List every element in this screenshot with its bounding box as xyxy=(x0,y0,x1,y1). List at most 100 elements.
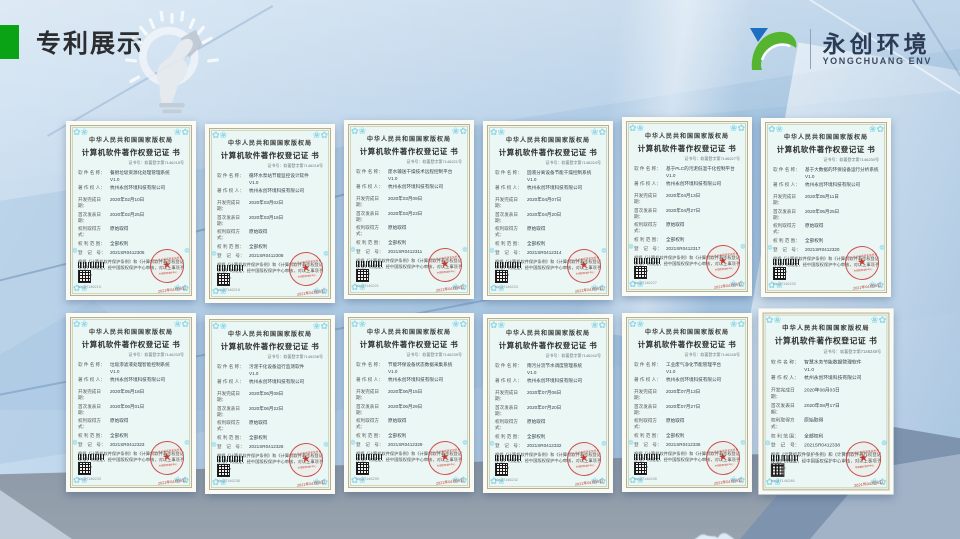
field-label: 著 作 权 人： xyxy=(634,180,661,186)
cert-row-top: ✿❀ ❀✿ ✿❀ ❀✿ ❁ ❁ 中华人民共和国国家版权局 计算机软件著作权登记证… xyxy=(66,117,894,303)
flourish-icon: ✿❀ xyxy=(73,283,89,293)
field-label: 开发完成日期： xyxy=(78,197,101,209)
field-label: 著 作 权 人： xyxy=(78,184,105,190)
code-block: No.07146236 xyxy=(217,456,243,483)
seal-date: 2021年04月26日 xyxy=(435,285,465,293)
field-label: 软 件 名 称： xyxy=(78,362,105,367)
registration-number: 2021SR0412332 xyxy=(527,442,562,448)
copyright-holder: 杭州永创环境科技有限公司 xyxy=(527,377,583,383)
publish-date: 2020年04月20日 xyxy=(527,211,562,217)
field-label: 开发完成日期： xyxy=(495,197,518,209)
qr-code xyxy=(356,269,369,282)
serial-number: No.07146236 xyxy=(217,479,240,483)
field-label: 登 记 号： xyxy=(495,249,523,255)
certificate-sheet: ✿❀ ❀✿ ✿❀ ❀✿ ❁ ❁ 中华人民共和国国家版权局 计算机软件著作权登记证… xyxy=(70,317,192,488)
cert-agency: 中华人民共和国国家版权局 xyxy=(783,135,868,141)
official-seal: 中华人民共和国国家版权局 ★ 中国版权保护中心 xyxy=(844,439,883,479)
official-seal: 中华人民共和国国家版权局 ★ 中国版权保护中心 xyxy=(565,247,603,285)
certificate-card[interactable]: ✿❀ ❀✿ ✿❀ ❀✿ ❁ ❁ 中华人民共和国国家版权局 计算机软件著作权登记证… xyxy=(761,118,891,297)
certificate-card[interactable]: ✿❀ ❀✿ ✿❀ ❀✿ ❁ ❁ 中华人民共和国国家版权局 计算机软件著作权登记证… xyxy=(66,313,196,492)
cert-bottom: No.07146221 中华人民共和国国家版权局 ★ 中国版权保护中心 2021… xyxy=(356,246,464,293)
seal-date: 2021年04月26日 xyxy=(853,480,884,489)
rights-scope: 全部权利 xyxy=(804,433,824,439)
cert-number: 证书号：软著登字第7146245号 xyxy=(684,352,740,357)
copyright-holder: 杭州永创环境科技有限公司 xyxy=(388,183,444,189)
cert-fields: 软 件 名 称： 餐厨垃圾资源化处理管理系统 V1.0 著 作 权 人： 杭州永创环… xyxy=(78,170,184,256)
dev-date: 2020年04月07日 xyxy=(527,197,562,203)
certificate-card[interactable]: ✿❀ ❀✿ ✿❀ ❀✿ ❁ ❁ 中华人民共和国国家版权局 计算机软件著作权登记证… xyxy=(344,313,474,492)
publish-date: 2020年05月25日 xyxy=(805,208,840,214)
field-label: 首次发表日期： xyxy=(773,208,796,220)
cert-bottom: No.07146218 中华人民共和国国家版权局 ★ 中国版权保护中心 2021… xyxy=(217,250,325,297)
certificate-card[interactable]: ✿❀ ❀✿ ✿❀ ❀✿ ❁ ❁ 中华人民共和国国家版权局 计算机软件著作权登记证… xyxy=(205,124,335,303)
field-label: 权 利 范 围： xyxy=(356,240,383,246)
dev-date: 2020年08月03日 xyxy=(804,387,840,393)
official-seal: 中华人民共和国国家版权局 ★ 中国版权保护中心 xyxy=(287,441,325,479)
barcode xyxy=(773,259,799,265)
cert-bottom: No.07146224 中华人民共和国国家版权局 ★ 中国版权保护中心 2021… xyxy=(495,247,603,294)
field-label: 首次发表日期： xyxy=(495,211,518,223)
cert-bottom: No.07146236 中华人民共和国国家版权局 ★ 中国版权保护中心 2021… xyxy=(217,441,325,488)
qr-code xyxy=(770,463,785,477)
flourish-icon: ❁ xyxy=(740,440,746,447)
field-label: 著 作 权 人： xyxy=(495,377,522,383)
cert-fields: 软 件 名 称： 基于大数据的环保设备运行分析系统 V1.0 著 作 权 人： 杭州… xyxy=(773,167,879,253)
certificate-card[interactable]: ✿❀ ❀✿ ✿❀ ❀✿ ❁ ❁ 中华人民共和国国家版权局 计算机软件著作权登记证… xyxy=(483,314,613,493)
cert-fields: 软 件 名 称： 循环水泵站节能监控设计软件 V1.0 著 作 权 人： 杭州永创环… xyxy=(217,173,323,259)
field-label: 开发完成日期： xyxy=(217,200,240,212)
field-label: 开发完成日期： xyxy=(356,389,379,401)
barcode xyxy=(495,455,521,461)
certificate-card[interactable]: ✿❀ ❀✿ ✿❀ ❀✿ ❁ ❁ 中华人民共和国国家版权局 计算机软件著作权登记证… xyxy=(66,121,196,300)
registration-number: 2021SR0412335 xyxy=(666,441,701,447)
field-label: 权利取得方式： xyxy=(78,226,101,238)
qr-code xyxy=(773,267,786,280)
flourish-icon: ❁ xyxy=(740,244,746,251)
certificate-card[interactable]: ✿❀ ❀✿ ✿❀ ❀✿ ❁ ❁ 中华人民共和国国家版权局 计算机软件著作权登记证… xyxy=(622,117,752,296)
cert-fields: 软 件 名 称： 工业废气净化节能管理平台 V1.0 著 作 权 人： 杭州永创环境… xyxy=(634,362,740,448)
cert-agency: 中华人民共和国国家版权局 xyxy=(366,330,451,336)
code-block: No.07146218 xyxy=(217,265,243,292)
flourish-icon: ❀✿ xyxy=(451,319,467,329)
field-label: 软 件 名 称： xyxy=(356,362,383,367)
rights-scope: 全部权利 xyxy=(666,433,685,439)
certificate-card[interactable]: ✿❀ ❀✿ ✿❀ ❀✿ ❁ ❁ 中华人民共和国国家版权局 计算机软件著作权登记证… xyxy=(758,308,894,495)
flourish-icon: ❁ xyxy=(628,440,634,447)
flourish-icon: ❁ xyxy=(462,440,468,447)
flourish-icon: ✿❀ xyxy=(351,282,367,292)
registration-number: 2021SR0412326 xyxy=(249,443,284,449)
field-label: 著 作 权 人： xyxy=(773,181,800,187)
official-seal: 中华人民共和国国家版权局 ★ 中国版权保护中心 xyxy=(704,439,742,477)
flourish-icon: ❁ xyxy=(489,441,495,448)
cert-title: 计算机软件著作权登记证 书 xyxy=(81,340,181,349)
cert-bottom: No.07146248 中华人民共和国国家版权局 ★ 中国版权保护中心 2021… xyxy=(770,439,883,488)
seal-date: 2021年04月26日 xyxy=(713,282,743,290)
field-label: 软 件 名 称： xyxy=(773,167,800,172)
cert-title: 计算机软件著作权登记证 书 xyxy=(81,148,181,157)
software-name: 废水输送干燥技术远程控制平台 xyxy=(388,169,453,174)
field-label: 首次发表日期： xyxy=(356,210,379,222)
flourish-icon: ❀✿ xyxy=(451,126,467,136)
field-label: 开发完成日期： xyxy=(78,389,101,401)
registration-number: 2021SR0412308 xyxy=(249,252,284,258)
field-label: 软 件 名 称： xyxy=(78,170,105,175)
cert-agency: 中华人民共和国国家版权局 xyxy=(88,330,173,336)
software-name: 循环水泵站节能监控设计软件 xyxy=(249,173,309,178)
code-block: No.07146215 xyxy=(78,262,104,289)
flourish-icon: ✿❀ xyxy=(73,319,89,329)
certificate-card[interactable]: ✿❀ ❀✿ ✿❀ ❀✿ ❁ ❁ 中华人民共和国国家版权局 计算机软件著作权登记证… xyxy=(205,315,335,494)
field-label: 开发完成日期： xyxy=(773,194,796,206)
software-version: V1.0 xyxy=(666,173,676,179)
registration-number: 2021SR0412323 xyxy=(110,441,145,447)
certificate-card[interactable]: ✿❀ ❀✿ ✿❀ ❀✿ ❁ ❁ 中华人民共和国国家版权局 计算机软件著作权登记证… xyxy=(483,121,613,300)
certificate-card[interactable]: ✿❀ ❀✿ ✿❀ ❀✿ ❁ ❁ 中华人民共和国国家版权局 计算机软件著作权登记证… xyxy=(344,120,474,299)
code-block: No.07146239 xyxy=(356,454,382,481)
seal-area: 中华人民共和国国家版权局 ★ 中国版权保护中心 2021年04月26日 xyxy=(144,439,186,486)
seal-sub-text: 中国版权保护中心 xyxy=(854,464,875,470)
acquisition-mode: 原始取得 xyxy=(527,419,546,425)
field-label: 权利取得方式： xyxy=(217,229,240,241)
field-label: 著 作 权 人： xyxy=(78,376,105,382)
cert-number: 证书号：软著登字第7146227号 xyxy=(684,156,740,161)
seal-area: 中华人民共和国国家版权局 ★ 中国版权保护中心 2021年04月26日 xyxy=(840,439,883,488)
certificate-card[interactable]: ✿❀ ❀✿ ✿❀ ❀✿ ❁ ❁ 中华人民共和国国家版权局 计算机软件著作权登记证… xyxy=(622,313,752,492)
software-version: V1.0 xyxy=(249,180,259,186)
